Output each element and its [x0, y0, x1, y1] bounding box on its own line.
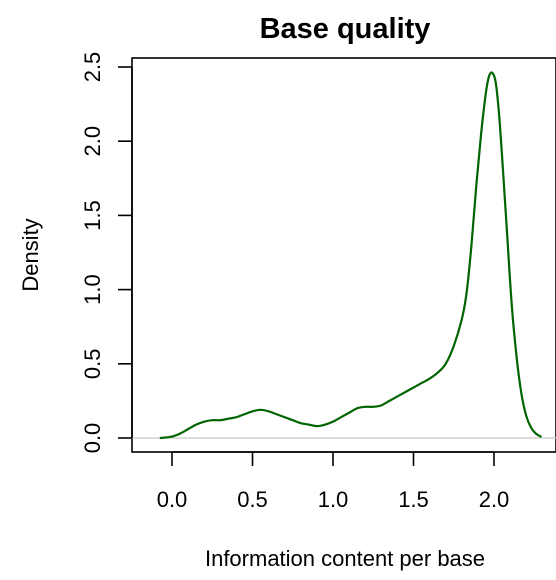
y-axis: 0.0 0.5 1.0 1.5 2.0 2.5 [80, 52, 133, 454]
y-tick-label: 0.5 [80, 349, 105, 380]
x-tick-label: 1.0 [318, 487, 349, 512]
plot-frame [131, 57, 556, 453]
y-tick-label: 1.5 [80, 200, 105, 231]
y-tick-label: 2.0 [80, 126, 105, 157]
density-line [159, 71, 542, 440]
x-tick-label: 0.5 [237, 487, 268, 512]
chart-title: Base quality [260, 13, 431, 45]
x-tick-label: 2.0 [479, 487, 510, 512]
x-axis: 0.0 0.5 1.0 1.5 2.0 [157, 451, 510, 512]
x-tick-label: 0.0 [157, 487, 188, 512]
y-tick-label: 2.5 [80, 52, 105, 83]
y-axis-label: Density [18, 218, 43, 291]
x-tick-label: 1.5 [398, 487, 429, 512]
x-axis-label: Information content per base [205, 546, 485, 571]
y-tick-label: 1.0 [80, 274, 105, 305]
y-tick-label: 0.0 [80, 423, 105, 454]
